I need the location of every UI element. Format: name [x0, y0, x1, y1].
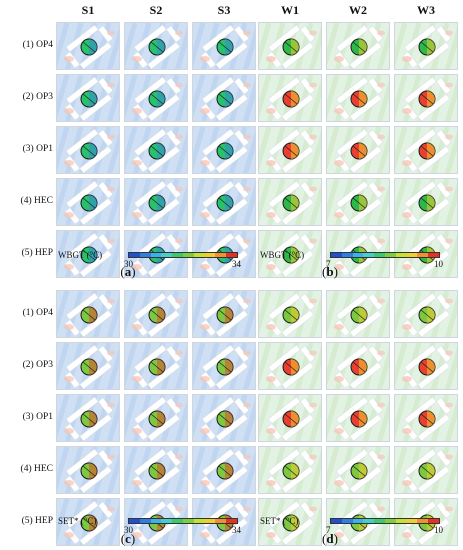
- column-header-w1: W1: [281, 3, 299, 17]
- colorbar-min: 30: [124, 259, 133, 269]
- row-label: (1) OP4: [22, 308, 53, 318]
- simulation-map-cell: [56, 178, 120, 226]
- colorbar-title: SET* (°C): [58, 516, 97, 526]
- colorbar: [330, 252, 440, 258]
- colorbar-max: 10: [434, 259, 443, 269]
- colorbar-max: 34: [232, 259, 241, 269]
- simulation-map-cell: [124, 74, 188, 122]
- simulation-map-cell: [192, 74, 256, 122]
- simulation-map-cell: [192, 290, 256, 338]
- simulation-map-cell: [192, 126, 256, 174]
- row-label: (1) OP4: [22, 40, 53, 50]
- simulation-map-cell: [124, 342, 188, 390]
- column-header-w3: W3: [417, 3, 435, 17]
- simulation-map-cell: [124, 446, 188, 494]
- simulation-map-cell: [326, 446, 390, 494]
- simulation-map-cell: [326, 22, 390, 70]
- simulation-map-cell: [326, 290, 390, 338]
- simulation-map-cell: [56, 446, 120, 494]
- row-label: (2) OP3: [22, 92, 53, 102]
- panel-letter: b: [326, 264, 334, 279]
- simulation-map-cell: [56, 230, 120, 278]
- simulation-map-cell: [394, 74, 458, 122]
- row-label: (4) HEC: [20, 196, 53, 206]
- simulation-map-cell: [258, 230, 322, 278]
- simulation-map-cell: [56, 290, 120, 338]
- colorbar: [330, 518, 440, 524]
- simulation-map-cell: [326, 74, 390, 122]
- simulation-map-cell: [394, 446, 458, 494]
- simulation-map-cell: [56, 126, 120, 174]
- panel-letter: d: [326, 531, 334, 546]
- row-label: (4) HEC: [20, 464, 53, 474]
- simulation-map-cell: [326, 178, 390, 226]
- simulation-map-cell: [124, 22, 188, 70]
- simulation-map-cell: [56, 498, 120, 546]
- row-label: (5) HEP: [21, 248, 53, 258]
- colorbar: [128, 252, 238, 258]
- simulation-map-cell: [258, 126, 322, 174]
- column-header-s1: S1: [81, 3, 95, 17]
- simulation-map-cell: [56, 394, 120, 442]
- panel-label: (c): [120, 531, 136, 546]
- simulation-map-cell: [56, 342, 120, 390]
- simulation-map-cell: [394, 290, 458, 338]
- simulation-map-cell: [258, 74, 322, 122]
- simulation-map-cell: [394, 342, 458, 390]
- simulation-map-cell: [326, 394, 390, 442]
- colorbar: [128, 518, 238, 524]
- simulation-map-cell: [394, 126, 458, 174]
- simulation-map-cell: [124, 126, 188, 174]
- simulation-map-cell: [192, 22, 256, 70]
- simulation-map-cell: [326, 126, 390, 174]
- colorbar-min: 7: [326, 259, 331, 269]
- simulation-map-cell: [258, 178, 322, 226]
- colorbar-max: 34: [232, 525, 241, 535]
- simulation-map-cell: [394, 22, 458, 70]
- panel-letter: a: [124, 264, 132, 279]
- simulation-map-cell: [192, 446, 256, 494]
- simulation-map-cell: [326, 342, 390, 390]
- colorbar-title: SET* (°C): [260, 516, 299, 526]
- simulation-map-cell: [192, 342, 256, 390]
- panel-letter: c: [125, 531, 131, 546]
- simulation-map-cell: [258, 22, 322, 70]
- simulation-map-cell: [124, 178, 188, 226]
- panel-label: (a): [120, 264, 136, 279]
- simulation-map-cell: [258, 498, 322, 546]
- row-label: (3) OP1: [22, 412, 53, 422]
- column-header-s2: S2: [149, 3, 163, 17]
- simulation-map-cell: [394, 394, 458, 442]
- colorbar-min: 7: [326, 525, 331, 535]
- simulation-map-cell: [56, 22, 120, 70]
- simulation-map-cell: [56, 74, 120, 122]
- simulation-map-cell: [258, 290, 322, 338]
- simulation-map-cell: [192, 394, 256, 442]
- column-header-s3: S3: [217, 3, 231, 17]
- simulation-map-cell: [258, 394, 322, 442]
- simulation-map-cell: [192, 178, 256, 226]
- simulation-map-cell: [394, 178, 458, 226]
- simulation-map-cell: [258, 446, 322, 494]
- simulation-map-cell: [258, 342, 322, 390]
- column-header-w2: W2: [349, 3, 367, 17]
- colorbar-title: WBGT (°C): [58, 250, 103, 260]
- simulation-map-cell: [124, 290, 188, 338]
- colorbar-title: WBGT (°C): [260, 250, 305, 260]
- panel-label: (b): [322, 264, 338, 279]
- row-label: (3) OP1: [22, 144, 53, 154]
- colorbar-min: 30: [124, 525, 133, 535]
- panel-label: (d): [322, 531, 338, 546]
- colorbar-max: 10: [434, 525, 443, 535]
- simulation-map-cell: [124, 394, 188, 442]
- row-label: (5) HEP: [21, 516, 53, 526]
- row-label: (2) OP3: [22, 360, 53, 370]
